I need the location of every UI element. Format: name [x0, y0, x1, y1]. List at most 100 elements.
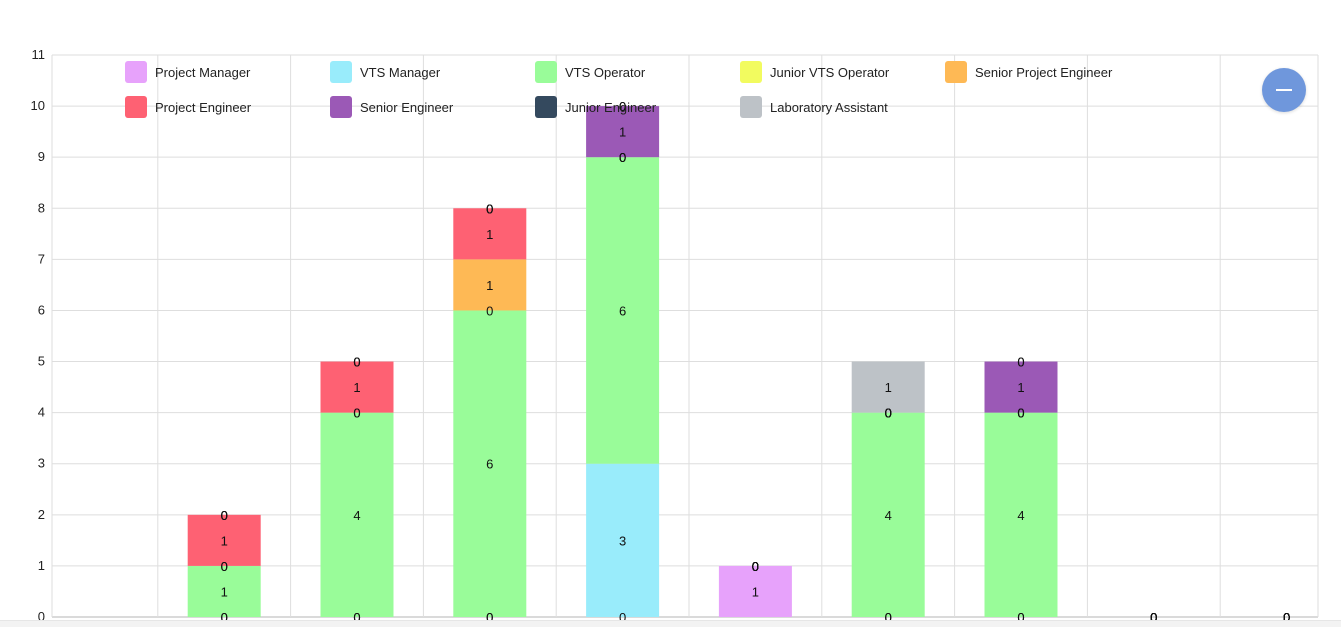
bar-segment[interactable] — [187, 565, 261, 617]
bar-segment[interactable] — [586, 463, 660, 617]
data-label: 0 — [486, 201, 493, 216]
data-label: 0 — [221, 559, 228, 574]
data-label: 0 — [1017, 406, 1024, 421]
data-label: 1 — [486, 278, 493, 293]
bar-segment[interactable] — [187, 514, 261, 566]
data-label: 0 — [486, 303, 493, 318]
data-label: 0 — [1017, 610, 1024, 625]
y-tick-label: 8 — [38, 200, 45, 215]
bar-segment[interactable] — [453, 208, 527, 260]
legend-item[interactable]: Junior Engineer — [535, 96, 657, 118]
data-label: 0 — [1150, 610, 1157, 625]
legend-label: VTS Operator — [565, 65, 646, 80]
bars — [187, 106, 1058, 617]
bar-segment[interactable] — [851, 412, 925, 617]
y-axis: 0 1 2 3 4 5 6 7 8 9 10 11 — [31, 47, 45, 624]
data-label: 0 — [885, 610, 892, 625]
bottom-scrollbar-track — [0, 620, 1341, 627]
data-label: 0 — [1150, 610, 1157, 625]
data-label: 0 — [619, 150, 626, 165]
bar-segment[interactable] — [984, 361, 1058, 413]
data-label: 0 — [353, 406, 360, 421]
legend-label: Junior VTS Operator — [770, 65, 890, 80]
data-label: 0 — [1150, 610, 1157, 625]
minus-icon — [1276, 89, 1292, 91]
data-label: 0 — [885, 406, 892, 421]
legend-item[interactable]: Laboratory Assistant — [740, 96, 888, 118]
data-label: 0 — [1150, 610, 1157, 625]
data-label: 0 — [353, 406, 360, 421]
legend-item[interactable]: Junior VTS Operator — [740, 61, 890, 83]
data-label: 1 — [221, 533, 228, 548]
legend-swatch — [740, 61, 762, 83]
data-label: 0 — [752, 559, 759, 574]
collapse-button[interactable] — [1262, 68, 1306, 112]
data-label: 0 — [752, 559, 759, 574]
legend-item[interactable]: VTS Operator — [535, 61, 646, 83]
legend-label: Project Manager — [155, 65, 251, 80]
bar-segment[interactable] — [586, 157, 660, 464]
bar-segment[interactable] — [320, 361, 394, 413]
bar-segment[interactable] — [320, 412, 394, 617]
data-label: 0 — [1150, 610, 1157, 625]
data-label: 4 — [885, 508, 892, 523]
bar-segment[interactable] — [586, 106, 660, 158]
legend-swatch — [535, 61, 557, 83]
data-label: 0 — [752, 559, 759, 574]
legend-item[interactable]: Project Manager — [125, 61, 251, 83]
data-label: 1 — [221, 584, 228, 599]
data-label: 0 — [1283, 610, 1290, 625]
grid — [51, 54, 1319, 618]
y-tick-label: 4 — [38, 405, 45, 420]
data-label: 1 — [619, 125, 626, 140]
data-label: 0 — [1017, 355, 1024, 370]
data-label: 0 — [752, 559, 759, 574]
data-label: 0 — [752, 559, 759, 574]
data-label: 0 — [619, 610, 626, 625]
data-label: 0 — [885, 406, 892, 421]
y-tick-label: 3 — [38, 456, 45, 471]
bar-segment[interactable] — [718, 565, 792, 617]
data-label: 0 — [221, 508, 228, 523]
data-label: 0 — [486, 201, 493, 216]
data-label: 1 — [885, 380, 892, 395]
legend-swatch — [330, 96, 352, 118]
bar-segment[interactable] — [453, 310, 527, 617]
bar-segment[interactable] — [851, 361, 925, 413]
data-label: 0 — [353, 355, 360, 370]
data-label: 1 — [1017, 380, 1024, 395]
legend-item[interactable]: Project Engineer — [125, 96, 252, 118]
legend-label: Senior Project Engineer — [975, 65, 1113, 80]
data-label: 0 — [1150, 610, 1157, 625]
y-tick-label: 7 — [38, 251, 45, 266]
legend-label: Junior Engineer — [565, 100, 657, 115]
data-label: 0 — [1283, 610, 1290, 625]
y-tick-label: 5 — [38, 354, 45, 369]
data-label: 0 — [752, 559, 759, 574]
legend-item[interactable]: Senior Project Engineer — [945, 61, 1113, 83]
data-label: 0 — [885, 406, 892, 421]
y-tick-label: 11 — [32, 47, 46, 62]
data-label: 0 — [486, 610, 493, 625]
data-label: 0 — [353, 355, 360, 370]
bar-segment[interactable] — [984, 412, 1058, 617]
data-label: 0 — [752, 559, 759, 574]
data-label: 0 — [619, 150, 626, 165]
data-label: 0 — [1283, 610, 1290, 625]
legend: Project Manager VTS Manager VTS Operator Ju… — [125, 61, 1113, 118]
data-label: 0 — [1017, 610, 1024, 625]
data-label: 1 — [752, 584, 759, 599]
legend-item[interactable]: Senior Engineer — [330, 96, 454, 118]
y-tick-label: 9 — [38, 149, 45, 164]
legend-swatch — [740, 96, 762, 118]
legend-label: Project Engineer — [155, 100, 252, 115]
data-label: 6 — [619, 303, 626, 318]
bar-segment[interactable] — [453, 259, 527, 311]
data-label: 0 — [885, 406, 892, 421]
data-label: 0 — [752, 559, 759, 574]
data-label: 0 — [221, 508, 228, 523]
legend-item[interactable]: VTS Manager — [330, 61, 441, 83]
y-tick-label: 1 — [38, 558, 45, 573]
legend-swatch — [535, 96, 557, 118]
